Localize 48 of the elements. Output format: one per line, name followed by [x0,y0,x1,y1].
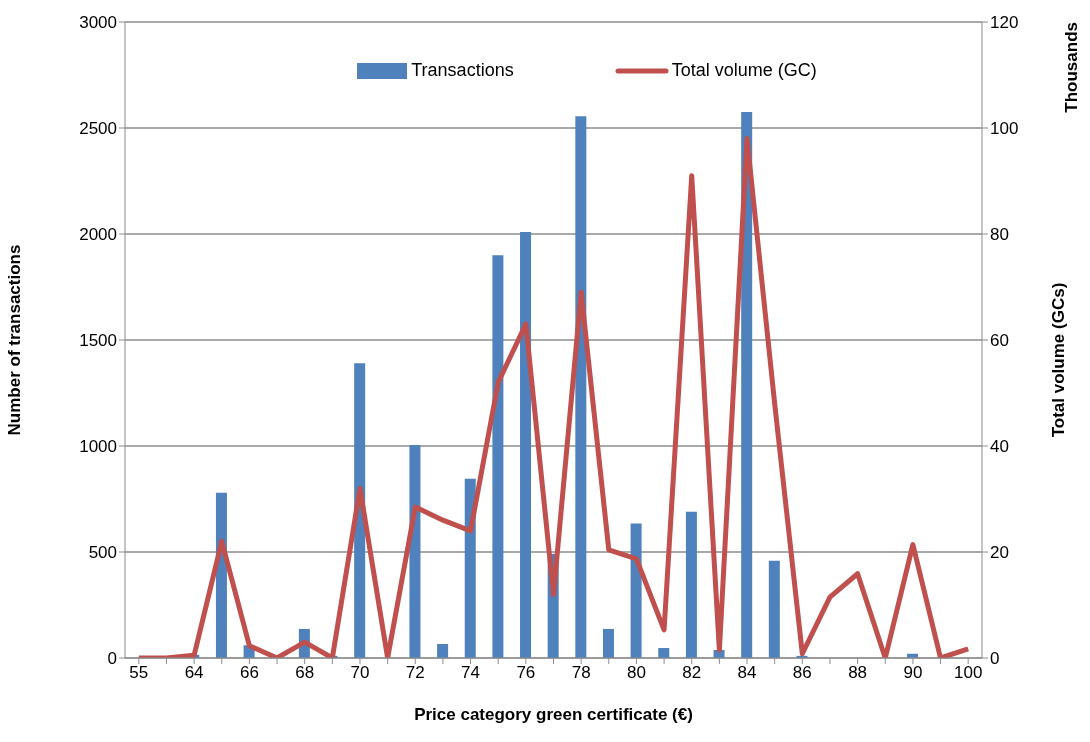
y2-tick-label: 80 [990,225,1009,245]
bar [492,255,504,658]
bar [437,644,449,658]
x-tick-label: 66 [239,663,259,683]
x-tick-label: 72 [405,663,425,683]
bar [658,648,670,658]
bar [520,231,532,658]
y-tick-label: 2000 [79,225,117,245]
legend-label: Total volume (GC) [671,60,817,81]
y-tick-label: 2500 [79,119,117,139]
bar [768,560,780,658]
bar [464,478,476,658]
x-tick-label: 78 [571,663,591,683]
y2-axis-title: Total volume (GCs) [1049,282,1069,438]
y-tick-label: 500 [88,543,117,563]
x-tick-label: 90 [903,663,923,683]
bar [409,444,421,658]
x-tick-label: 76 [516,663,536,683]
y2-tick-label: 20 [990,543,1009,563]
y2-tick-label: 120 [990,13,1019,33]
x-tick-label: 80 [626,663,646,683]
bar [575,116,587,658]
bar [685,511,697,658]
bar [354,363,366,658]
x-tick-label: 82 [682,663,702,683]
x-tick-label: 88 [848,663,868,683]
x-tick-label: 55 [129,663,149,683]
x-tick-label: 74 [461,663,481,683]
y-tick-label: 1000 [79,437,117,457]
x-tick-label: 68 [295,663,315,683]
bar [602,628,614,658]
y-tick-label: 0 [107,649,117,669]
y-axis-title: Number of transactions [5,244,25,436]
y-tick-label: 3000 [79,13,117,33]
y2-tick-label: 60 [990,331,1009,351]
bar [630,523,642,658]
y-tick-label: 1500 [79,331,117,351]
x-tick-label: 64 [184,663,204,683]
x-tick-label: 70 [350,663,370,683]
x-tick-label: 84 [737,663,757,683]
x-axis-title: Price category green certificate (€) [414,705,693,724]
x-tick-label: 86 [792,663,812,683]
y2-tick-label: 40 [990,437,1009,457]
y2-tick-label: 100 [990,119,1019,139]
text: Thousands [1062,22,1082,113]
legend-label: Transactions [411,60,514,81]
x-tick-label: 100 [953,663,983,683]
y2-tick-label: 0 [990,649,1000,669]
